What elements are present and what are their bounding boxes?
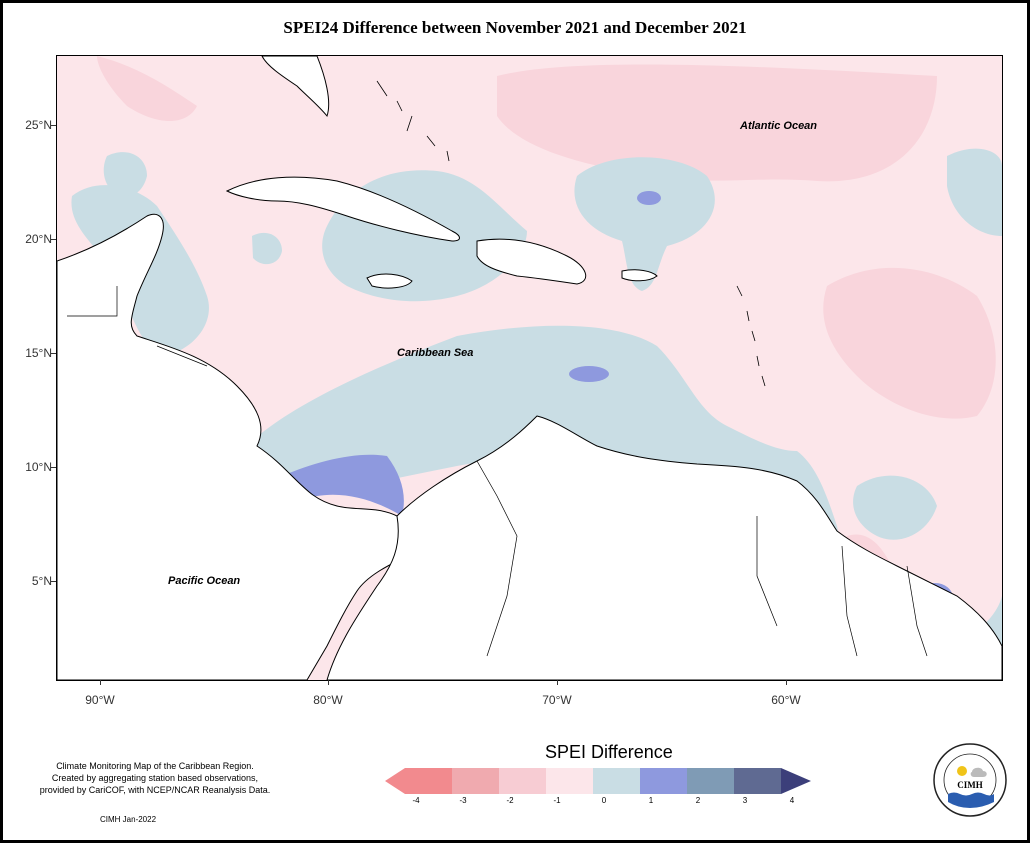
anomaly-pos-bahamas-east	[574, 157, 715, 291]
anomaly-neg-east	[823, 267, 996, 419]
label-pacific-ocean: Pacific Ocean	[168, 575, 241, 587]
map-credit: CIMH Jan-2022	[100, 815, 157, 824]
anomaly-pos-far-east	[947, 148, 1002, 236]
anomaly-pos-central-caribbean	[569, 366, 609, 382]
lat-tick-15n	[51, 353, 56, 354]
footnote-line-1: Climate Monitoring Map of the Caribbean …	[56, 761, 254, 771]
border-honduras	[156, 345, 208, 367]
legend-tick-label: 1	[648, 796, 654, 805]
legend-tick-label: -4	[412, 796, 420, 805]
lon-tick-70w	[557, 680, 558, 685]
anomaly-neg-atlantic	[497, 64, 937, 182]
lat-label-10n: 10°N	[25, 460, 52, 474]
lon-label-70w: 70°W	[542, 693, 572, 707]
legend-color-bin	[499, 768, 546, 794]
legend-tick-label: -2	[506, 796, 514, 805]
legend-arrow-right	[781, 768, 811, 794]
footnote-line-3: provided by CariCOF, with NCEP/NCAR Rean…	[39, 785, 271, 795]
legend-tick-label: 0	[601, 796, 607, 805]
map-area	[56, 55, 1003, 681]
legend-tick-label: 2	[695, 796, 701, 805]
label-atlantic-ocean: Atlantic Ocean	[740, 120, 818, 132]
color-legend	[385, 768, 811, 794]
legend-bars	[385, 768, 811, 794]
cloud-icon	[970, 767, 987, 777]
label-caribbean-sea: Caribbean Sea	[397, 347, 474, 359]
land-masses	[57, 56, 1002, 680]
legend-color-bin	[734, 768, 781, 794]
legend-arrow-left	[385, 768, 405, 794]
anomaly-pos-atlantic-spot	[637, 191, 661, 205]
lon-tick-60w	[786, 680, 787, 685]
map-footnote: Climate Monitoring Map of the Caribbean …	[20, 760, 290, 796]
legend-color-bin	[687, 768, 734, 794]
map-title: SPEI24 Difference between November 2021 …	[283, 18, 747, 37]
land-florida	[261, 56, 330, 118]
lon-label-80w: 80°W	[313, 693, 343, 707]
country-borders	[67, 286, 928, 657]
lon-tick-90w	[100, 680, 101, 685]
land-south-america	[326, 415, 1002, 680]
land-lesser-antilles	[736, 285, 766, 387]
lat-tick-5n	[51, 581, 56, 582]
cimh-logo: CIMH	[933, 743, 1007, 817]
legend-title: SPEI Difference	[545, 742, 673, 762]
legend-color-bin	[546, 768, 593, 794]
spei-map-svg	[57, 56, 1002, 680]
anomaly-pos-atlantic-south	[853, 475, 937, 540]
small-islands	[376, 80, 766, 387]
land-jamaica	[366, 273, 413, 289]
anomaly-pos-small	[252, 232, 282, 265]
land-cuba	[225, 176, 460, 242]
legend-color-bin	[593, 768, 640, 794]
legend-tick-label: 4	[789, 796, 795, 805]
legend-color-bin	[452, 768, 499, 794]
lon-label-90w: 90°W	[85, 693, 115, 707]
border-belize	[67, 286, 118, 317]
border-suriname-guiana	[906, 565, 928, 657]
lat-label-20n: 20°N	[25, 232, 52, 246]
land-bahamas	[376, 80, 450, 162]
lat-tick-10n	[51, 467, 56, 468]
legend-color-bin	[640, 768, 687, 794]
anomaly-pos-panama	[282, 454, 404, 516]
border-guyana-suriname	[841, 545, 858, 657]
waves-icon	[948, 792, 994, 808]
anomaly-neg-nw	[97, 56, 197, 121]
legend-tick-label: -3	[459, 796, 467, 805]
lat-label-15n: 15°N	[25, 346, 52, 360]
legend-color-bin	[405, 768, 452, 794]
legend-tick-label: -1	[553, 796, 561, 805]
lon-tick-80w	[328, 680, 329, 685]
logo-text: CIMH	[957, 780, 983, 790]
border-venezuela-guyana	[756, 516, 778, 627]
lat-label-5n: 5°N	[31, 574, 52, 588]
legend-tick-label: 3	[742, 796, 748, 805]
lon-label-60w: 60°W	[771, 693, 801, 707]
lat-label-25n: 25°N	[25, 118, 52, 132]
lat-tick-20n	[51, 239, 56, 240]
lat-tick-25n	[51, 125, 56, 126]
anomaly-pos-gulf	[103, 152, 147, 196]
land-puerto-rico	[621, 269, 658, 282]
footnote-line-2: Created by aggregating station based obs…	[51, 773, 259, 783]
border-colombia-venezuela	[476, 460, 518, 657]
land-hispaniola	[476, 238, 587, 285]
sun-icon	[957, 766, 967, 776]
